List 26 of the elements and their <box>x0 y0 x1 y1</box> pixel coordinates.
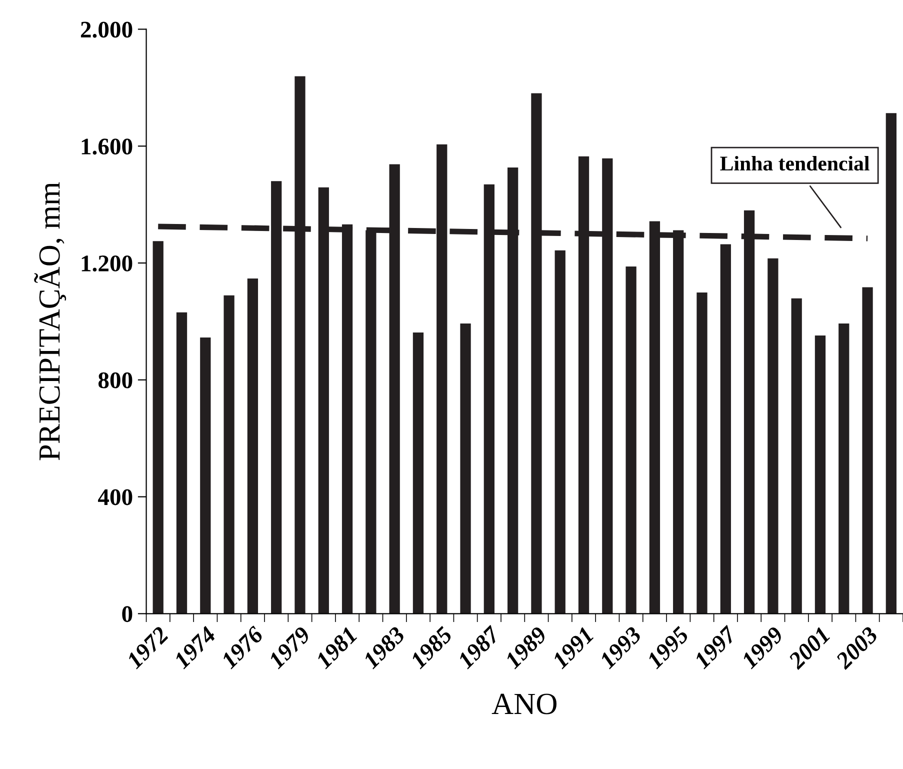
bar <box>791 298 802 614</box>
bar <box>814 335 826 614</box>
y-axis-title: PRECIPITAÇÃO, mm <box>34 182 66 460</box>
bar <box>626 266 636 614</box>
y-tick-label: 2.000 <box>80 22 132 38</box>
bar <box>224 295 234 614</box>
y-tick-label: 1.200 <box>82 255 132 272</box>
x-axis-title: ANO <box>492 694 556 714</box>
bar <box>862 287 873 614</box>
y-tick-label: 0 <box>122 606 132 622</box>
bar <box>696 292 708 614</box>
bar <box>152 241 164 614</box>
bar <box>554 250 566 614</box>
bar <box>720 244 731 614</box>
bar <box>768 258 778 614</box>
bar <box>176 312 188 614</box>
y-tick-label: 800 <box>98 372 132 388</box>
bar <box>838 323 850 614</box>
annotation: Linha tendencial <box>720 156 870 171</box>
bar <box>200 338 211 614</box>
bar <box>886 113 896 614</box>
y-tick-label: 1.600 <box>82 138 132 155</box>
y-tick-label: 400 <box>98 489 132 506</box>
bar <box>247 278 258 614</box>
bar <box>460 323 471 614</box>
bar <box>412 332 424 614</box>
